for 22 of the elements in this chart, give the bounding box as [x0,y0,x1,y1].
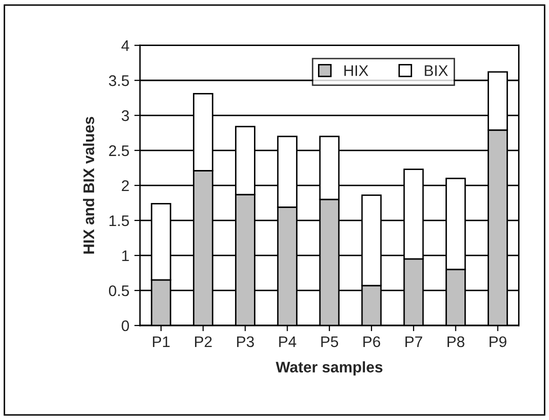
x-tick-label: P8 [448,336,464,348]
y-tick-label: 0.5 [108,285,129,296]
y-tick-label: 2.5 [109,145,129,156]
y-tick-label: 0 [122,320,129,332]
legend-label: BIX [424,65,448,76]
x-tick-label: P2 [195,336,212,347]
y-tick-label: 3.5 [108,75,129,86]
x-tick-label: P9 [490,336,506,348]
x-tick-label: P5 [321,336,338,348]
x-tick-label: P6 [363,336,380,348]
x-axis-title: Water samples [276,361,382,376]
x-tick-label: P3 [237,336,254,348]
y-axis-title: HIX and BIX values [82,116,94,254]
x-tick-label: P4 [279,336,296,347]
y-tick-label: 1 [122,250,129,261]
x-tick-label: P1 [152,336,170,347]
y-tick-label: 4 [121,40,130,51]
y-tick-label: 2 [122,180,129,191]
y-tick-label: 3 [122,110,129,122]
legend-label: HIX [344,65,368,76]
x-tick-label: P7 [405,336,422,347]
y-tick-label: 1.5 [110,215,129,226]
